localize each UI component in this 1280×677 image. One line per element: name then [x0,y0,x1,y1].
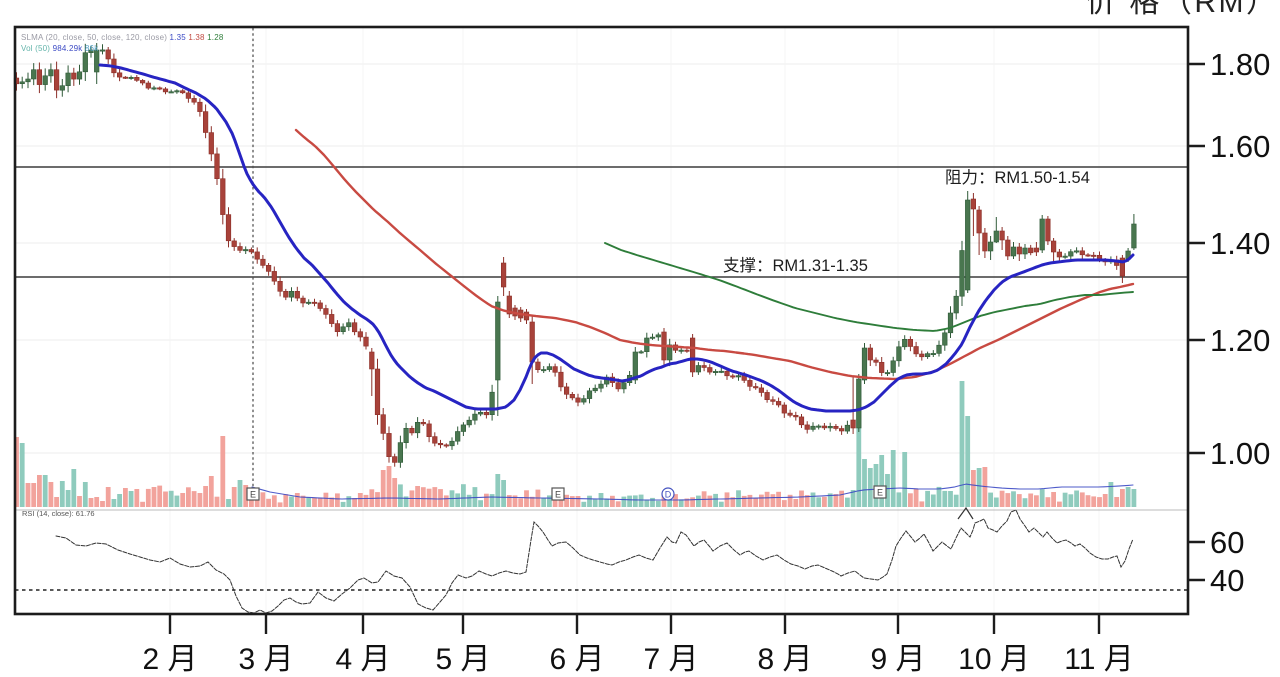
svg-text:E: E [555,490,561,500]
svg-text:E: E [250,490,256,500]
svg-text:Vol (50) 984.29k 86k: Vol (50) 984.29k 86k [21,44,99,53]
svg-text:D: D [665,490,672,500]
svg-text:40: 40 [1210,563,1244,598]
svg-text:7 月: 7 月 [643,643,698,672]
svg-text:1.60: 1.60 [1210,129,1270,164]
svg-text:支撑：RM1.31-1.35: 支撑：RM1.31-1.35 [723,256,868,275]
svg-text:RSI (14, close): 61.76: RSI (14, close): 61.76 [22,509,95,518]
svg-text:阻力：RM1.50-1.54: 阻力：RM1.50-1.54 [945,168,1090,187]
svg-text:4 月: 4 月 [335,643,390,672]
svg-text:1.80: 1.80 [1210,47,1270,82]
svg-text:11 月: 11 月 [1064,643,1133,672]
svg-text:1.40: 1.40 [1210,226,1270,261]
svg-text:1.00: 1.00 [1210,436,1270,471]
svg-text:SLMA (20, close, 50, close, 12: SLMA (20, close, 50, close, 120, close) … [21,33,224,42]
svg-text:2 月: 2 月 [142,643,197,672]
svg-text:9 月: 9 月 [870,643,925,672]
svg-text:价 格（RM）: 价 格（RM） [1086,0,1279,19]
svg-text:5 月: 5 月 [435,643,490,672]
svg-text:8 月: 8 月 [757,643,812,672]
svg-text:E: E [877,488,883,498]
svg-text:1.20: 1.20 [1210,323,1270,358]
svg-text:10 月: 10 月 [958,643,1030,672]
svg-text:3 月: 3 月 [238,643,293,672]
svg-text:60: 60 [1210,525,1244,560]
svg-text:6 月: 6 月 [549,643,604,672]
